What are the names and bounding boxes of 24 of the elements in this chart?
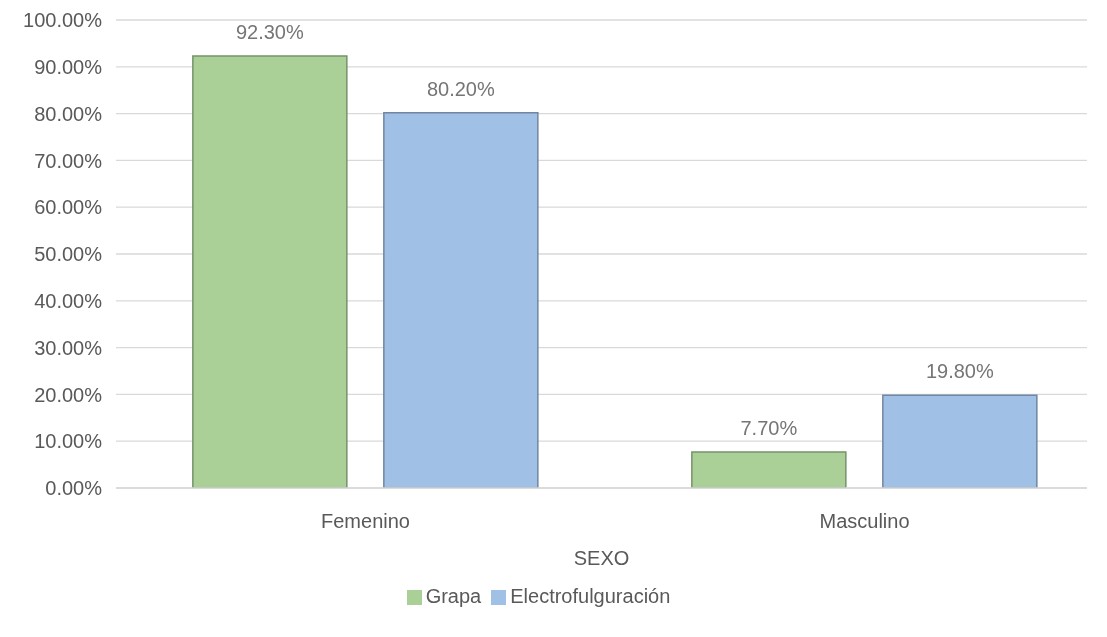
y-tick-label: 60.00% (34, 196, 103, 219)
legend-label: Grapa (425, 585, 482, 607)
y-tick-label: 40.00% (34, 289, 103, 312)
bar (383, 111, 539, 488)
y-tick-label: 50.00% (34, 243, 103, 266)
x-axis-title: SEXO (573, 547, 630, 569)
y-tick-label: 70.00% (34, 149, 103, 172)
y-tick-label: 90.00% (34, 55, 103, 78)
data-label: 7.70% (740, 416, 798, 439)
data-label: 92.30% (235, 21, 304, 44)
data-label: 19.80% (925, 360, 994, 383)
bar (192, 55, 348, 488)
x-tick-label: Femenino (321, 510, 410, 533)
x-tick-label: Masculino (819, 510, 910, 533)
bar (882, 394, 1038, 488)
legend-label: Electrofulguración (510, 585, 671, 607)
data-label: 80.20% (426, 77, 495, 100)
y-tick-label: 100.00% (23, 9, 103, 32)
y-tick-label: 10.00% (34, 430, 103, 453)
bar (691, 451, 847, 488)
y-tick-label: 30.00% (34, 336, 103, 359)
y-tick-label: 80.00% (34, 102, 103, 125)
y-tick-label: 0.00% (45, 477, 103, 500)
y-tick-label: 20.00% (34, 383, 103, 406)
